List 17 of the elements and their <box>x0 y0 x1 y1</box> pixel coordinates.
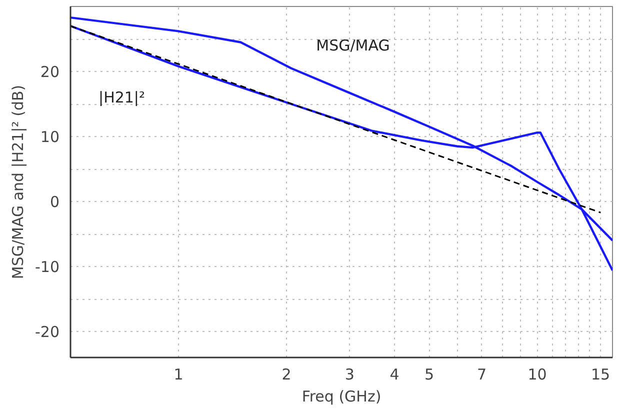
y-tick-label: 0 <box>50 193 60 211</box>
y-tick-label: 20 <box>40 63 60 81</box>
x-tick-label: 15 <box>590 366 610 384</box>
x-tick-label: 1 <box>174 366 184 384</box>
series-label: MSG/MAG <box>316 36 390 54</box>
x-tick-label: 10 <box>528 366 547 384</box>
y-tick-label: 10 <box>40 128 60 146</box>
x-tick-label: 7 <box>476 366 487 384</box>
x-tick-label: 3 <box>344 366 354 384</box>
text: |H21|² <box>98 88 146 106</box>
y-tick-label: -20 <box>35 323 60 341</box>
x-tick-label: 5 <box>424 366 434 384</box>
y-tick-label: -10 <box>35 258 60 276</box>
y-axis-title: MSG/MAG and |H21|² (dB) <box>9 84 27 280</box>
x-tick-label: 2 <box>282 366 292 384</box>
x-axis-title: Freq (GHz) <box>302 388 382 406</box>
x-tick-label: 4 <box>390 366 400 384</box>
